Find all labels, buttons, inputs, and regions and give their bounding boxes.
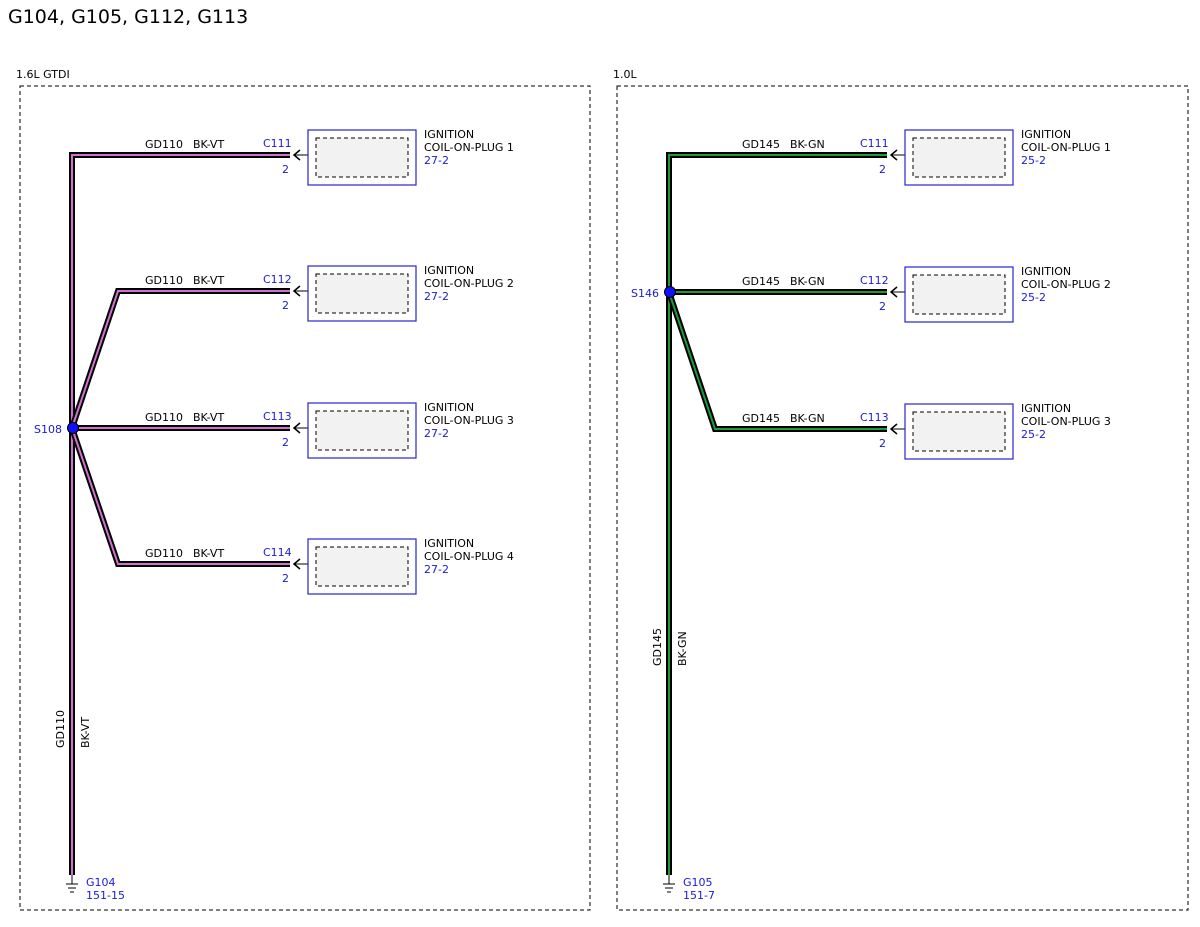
component-inner bbox=[315, 410, 409, 451]
component-name: COIL-ON-PLUG 1 bbox=[1021, 141, 1111, 154]
component-name: COIL-ON-PLUG 4 bbox=[424, 550, 514, 563]
component-inner bbox=[912, 411, 1006, 452]
connector-id: C114 bbox=[263, 546, 292, 559]
wire bbox=[69, 427, 290, 567]
trunk-color: BK-GN bbox=[676, 631, 689, 666]
trunk-color: BK-VT bbox=[79, 717, 92, 748]
panel-label: 1.0L bbox=[613, 68, 637, 81]
component-name: IGNITION bbox=[424, 128, 474, 141]
wire-circuit: GD110 bbox=[145, 411, 183, 424]
component-ref: 25-2 bbox=[1021, 291, 1046, 304]
component-name: COIL-ON-PLUG 3 bbox=[424, 414, 514, 427]
wire-stripe bbox=[71, 290, 290, 429]
wire bbox=[666, 291, 887, 432]
component-name: COIL-ON-PLUG 2 bbox=[424, 277, 514, 290]
splice-label: S146 bbox=[631, 287, 659, 300]
component-name: COIL-ON-PLUG 1 bbox=[424, 141, 514, 154]
splice-label: S108 bbox=[34, 423, 62, 436]
wire-color: BK-GN bbox=[790, 412, 825, 425]
wire-circuit: GD110 bbox=[145, 138, 183, 151]
wire bbox=[69, 288, 290, 429]
ground-id: G104 bbox=[86, 876, 116, 889]
component-ref: 25-2 bbox=[1021, 428, 1046, 441]
component-name: COIL-ON-PLUG 2 bbox=[1021, 278, 1111, 291]
wire-color: BK-GN bbox=[790, 275, 825, 288]
splice-dot bbox=[67, 422, 79, 434]
page-title: G104, G105, G112, G113 bbox=[8, 6, 248, 28]
trunk-circuit: GD110 bbox=[54, 710, 67, 748]
trunk-circuit: GD145 bbox=[651, 628, 664, 666]
connector-id: C111 bbox=[263, 137, 292, 150]
pin-number: 2 bbox=[879, 163, 886, 176]
wire-circuit: GD145 bbox=[742, 275, 780, 288]
component-ref: 25-2 bbox=[1021, 154, 1046, 167]
component-ref: 27-2 bbox=[424, 427, 449, 440]
pin-number: 2 bbox=[282, 436, 289, 449]
connector-id: C112 bbox=[263, 273, 292, 286]
component-name: IGNITION bbox=[1021, 402, 1071, 415]
wire-color: BK-VT bbox=[193, 138, 224, 151]
component-inner bbox=[315, 273, 409, 314]
wire-circuit: GD110 bbox=[145, 274, 183, 287]
wire-circuit: GD110 bbox=[145, 547, 183, 560]
wire bbox=[69, 152, 290, 875]
splice-dot bbox=[664, 286, 676, 298]
wire-stripe bbox=[668, 154, 887, 875]
component-name: IGNITION bbox=[424, 401, 474, 414]
panel-frame bbox=[19, 85, 591, 911]
ground-ref: 151-7 bbox=[683, 889, 715, 902]
pin-number: 2 bbox=[879, 437, 886, 450]
connector-id: C112 bbox=[860, 274, 889, 287]
pin-number: 2 bbox=[879, 300, 886, 313]
pin-number: 2 bbox=[282, 299, 289, 312]
wire-color: BK-GN bbox=[790, 138, 825, 151]
component-name: IGNITION bbox=[1021, 265, 1071, 278]
component-name: IGNITION bbox=[424, 264, 474, 277]
wire-color: BK-VT bbox=[193, 274, 224, 287]
component-name: COIL-ON-PLUG 3 bbox=[1021, 415, 1111, 428]
pin-number: 2 bbox=[282, 572, 289, 585]
component-ref: 27-2 bbox=[424, 154, 449, 167]
connector-id: C113 bbox=[263, 410, 292, 423]
pin-number: 2 bbox=[282, 163, 289, 176]
wire-stripe bbox=[71, 154, 290, 875]
component-ref: 27-2 bbox=[424, 290, 449, 303]
connector-id: C113 bbox=[860, 411, 889, 424]
ground-id: G105 bbox=[683, 876, 713, 889]
wire-circuit: GD145 bbox=[742, 412, 780, 425]
wire-circuit: GD145 bbox=[742, 138, 780, 151]
component-ref: 27-2 bbox=[424, 563, 449, 576]
wire-color: BK-VT bbox=[193, 547, 224, 560]
component-inner bbox=[315, 137, 409, 178]
component-inner bbox=[912, 274, 1006, 315]
connector-id: C111 bbox=[860, 137, 889, 150]
wire bbox=[666, 152, 887, 875]
wire-stripe bbox=[71, 427, 290, 565]
wire-color: BK-VT bbox=[193, 411, 224, 424]
component-name: IGNITION bbox=[1021, 128, 1071, 141]
panel-frame bbox=[616, 85, 1189, 911]
ground-ref: 151-15 bbox=[86, 889, 125, 902]
component-name: IGNITION bbox=[424, 537, 474, 550]
component-inner bbox=[912, 137, 1006, 178]
wire-stripe bbox=[668, 291, 887, 430]
panel-label: 1.6L GTDI bbox=[16, 68, 70, 81]
component-inner bbox=[315, 546, 409, 587]
